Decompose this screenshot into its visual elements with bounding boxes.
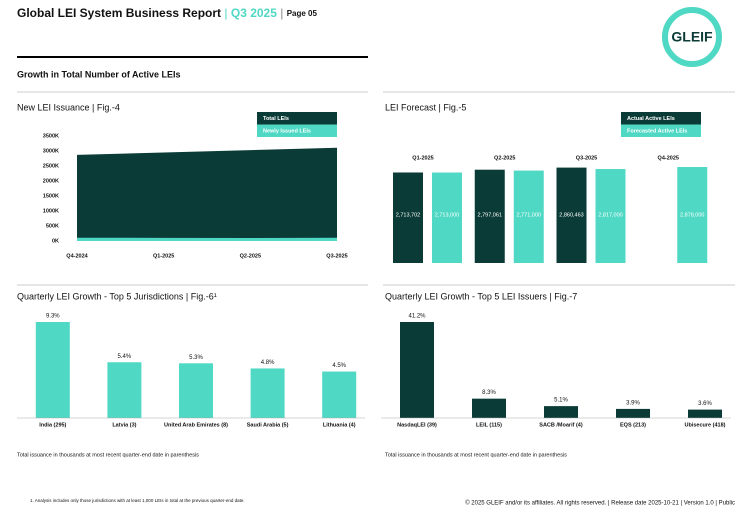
y-tick-label: 2000K xyxy=(43,178,59,184)
x-tick-label: SACB /Moarif (4) xyxy=(539,422,583,428)
area xyxy=(77,147,337,241)
chart-title: Quarterly LEI Growth - Top 5 Jurisdictio… xyxy=(17,291,217,301)
y-tick-label: 1000K xyxy=(43,208,59,214)
value-label: 4.5% xyxy=(332,363,346,369)
page-number: Page 05 xyxy=(287,9,318,18)
x-tick-label: Q4-2025 xyxy=(658,155,679,161)
y-tick-label: 3000K xyxy=(43,148,59,154)
value-label: 3.6% xyxy=(698,401,712,407)
bar xyxy=(677,167,708,263)
x-tick-label: EQS (213) xyxy=(620,422,646,428)
x-tick-label: Saudi Arabia (5) xyxy=(247,422,289,428)
bar xyxy=(393,172,423,263)
area xyxy=(77,237,337,241)
bar xyxy=(322,371,357,418)
bar xyxy=(35,322,70,418)
legend-swatch xyxy=(621,112,701,125)
value-label: 2,860,463 xyxy=(559,212,583,218)
y-tick-label: 500K xyxy=(46,223,59,229)
value-label: 2,797,061 xyxy=(478,212,502,218)
value-label: 2,713,000 xyxy=(435,212,459,218)
value-label: 5.3% xyxy=(189,355,203,361)
quarter: Q3 2025 xyxy=(231,6,277,20)
value-label: 5.4% xyxy=(118,354,132,360)
value-label: 8.3% xyxy=(482,390,496,396)
value-label: 2,878,000 xyxy=(680,212,704,218)
value-label: 2,771,000 xyxy=(517,212,541,218)
x-tick-label: LEIL (115) xyxy=(476,422,502,428)
chart-title: LEI Forecast | Fig.-5 xyxy=(385,102,466,112)
x-tick-label: United Arab Emirates (8) xyxy=(164,422,228,428)
x-tick-label: Q4-2024 xyxy=(66,253,88,259)
chart-title: New LEI Issuance | Fig.-4 xyxy=(17,102,120,112)
report-header: Global LEI System Business Report | Q3 2… xyxy=(17,6,317,20)
x-tick-label: Q1-2025 xyxy=(412,155,433,161)
x-tick-label: Q3-2025 xyxy=(576,155,597,161)
footer: © 2025 GLEIF and/or its affiliates. All … xyxy=(465,500,735,507)
value-label: 2,817,000 xyxy=(598,212,622,218)
bar xyxy=(400,322,434,418)
bar xyxy=(556,167,587,263)
x-tick-label: Q2-2025 xyxy=(494,155,515,161)
value-label: 4.8% xyxy=(261,360,275,366)
value-label: 5.1% xyxy=(554,398,568,404)
bar xyxy=(616,408,650,418)
legend-swatch xyxy=(257,124,337,137)
legend-label: Actual Active LEIs xyxy=(627,116,675,122)
x-tick-label: Lithuania (4) xyxy=(323,422,356,428)
bar xyxy=(250,368,285,418)
y-tick-label: 3500K xyxy=(43,133,59,139)
value-label: 41.2% xyxy=(408,314,426,320)
legend-swatch xyxy=(257,112,337,125)
value-label: 9.3% xyxy=(46,314,60,320)
x-tick-label: NasdaqLEI (39) xyxy=(397,422,437,428)
report-title: Global LEI System Business Report xyxy=(17,6,221,20)
chart-note: Total issuance in thousands at most rece… xyxy=(385,452,567,458)
bar xyxy=(432,172,462,263)
logo: GLEIF xyxy=(671,29,713,45)
x-tick-label: Latvia (3) xyxy=(112,422,136,428)
legend-label: Forecasted Active LEIs xyxy=(627,128,687,134)
bar xyxy=(472,398,506,418)
bar xyxy=(474,169,505,263)
value-label: 2,713,702 xyxy=(396,212,420,218)
bar xyxy=(107,362,142,418)
x-tick-label: Q2-2025 xyxy=(240,253,261,259)
y-tick-label: 0K xyxy=(52,238,59,244)
legend-label: Newly Issued LEIs xyxy=(263,128,311,134)
y-tick-label: 2500K xyxy=(43,163,59,169)
logo-ring xyxy=(662,7,722,67)
chart-note: Total issuance in thousands at most rece… xyxy=(17,452,199,458)
y-tick-label: 1500K xyxy=(43,193,59,199)
bar xyxy=(179,363,213,418)
bar xyxy=(595,169,626,263)
bar xyxy=(688,409,722,418)
legend-label: Total LEIs xyxy=(263,116,289,122)
x-tick-label: Q1-2025 xyxy=(153,253,174,259)
footnote: 1. Analysis includes only those jurisdic… xyxy=(30,498,245,503)
section-title: Growth in Total Number of Active LEIs xyxy=(17,69,181,79)
chart-title: Quarterly LEI Growth - Top 5 LEI Issuers… xyxy=(385,291,577,301)
x-tick-label: Q3-2025 xyxy=(326,253,347,259)
bar xyxy=(544,406,578,418)
value-label: 3.9% xyxy=(626,400,640,406)
x-tick-label: India (295) xyxy=(39,422,66,428)
bar xyxy=(513,170,544,263)
x-tick-label: Ubisecure (418) xyxy=(685,422,726,428)
legend-swatch xyxy=(621,124,701,137)
